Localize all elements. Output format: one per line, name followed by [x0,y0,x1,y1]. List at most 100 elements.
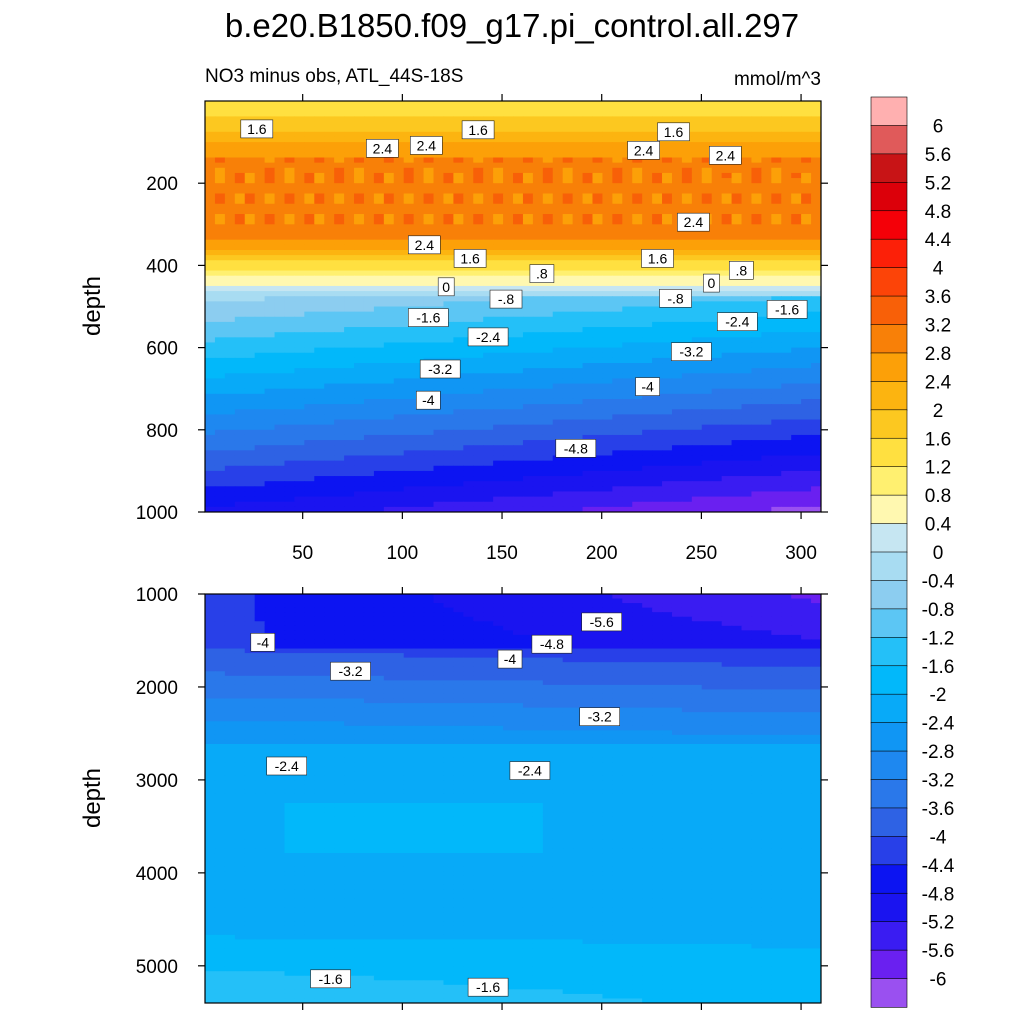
field-cell [433,476,445,482]
field-cell [254,101,266,107]
field-cell [294,337,305,344]
field-cell [473,316,484,323]
field-cell [721,296,733,302]
field-cell [453,378,464,385]
field-cell [443,224,454,231]
field-cell [562,260,574,266]
field-cell [214,419,226,426]
field-cell [284,414,296,421]
field-cell [264,244,276,251]
field-cell [532,255,544,261]
field-cell [592,280,604,287]
field-cell [393,142,405,148]
field-cell [304,280,315,287]
field-cell [254,142,266,148]
field-cell [721,116,733,123]
field-cell [214,470,226,477]
field-cell [761,260,772,266]
field-cell [254,378,266,385]
field-cell [294,491,305,498]
field-cell [383,234,395,241]
field-cell [473,285,484,292]
field-cell [721,172,733,179]
field-cell [284,198,296,205]
field-cell [662,219,673,225]
field-cell [264,214,276,220]
field-cell [741,157,753,164]
field-cell [473,142,484,148]
field-cell [592,378,604,385]
field-cell [224,491,236,498]
field-cell [602,188,613,195]
field-cell [632,357,643,364]
field-cell [304,188,315,195]
field-cell [801,486,812,493]
field-cell [324,116,335,123]
field-cell [652,357,663,364]
field-cell [453,172,464,179]
field-cell [503,219,514,225]
field-cell [463,208,474,215]
field-cell [602,239,613,246]
field-cell [383,378,395,385]
field-cell [781,393,792,400]
field-cell [324,363,335,369]
field-cell [552,501,564,508]
field-cell [314,178,325,184]
field-cell [731,291,743,297]
field-cell [244,167,256,174]
field-cell [205,229,216,236]
field-cell [791,136,802,143]
field-cell [513,424,524,431]
field-cell [801,203,812,210]
field-cell [294,188,305,195]
field-cell [413,270,425,277]
field-cell [234,280,246,287]
field-cell [274,321,286,328]
field-cell [622,301,633,308]
field-cell [344,404,355,410]
field-cell [254,111,266,118]
field-cell [542,342,554,349]
field-cell [264,203,276,210]
field-cell [532,162,544,169]
field-cell [205,296,216,302]
field-cell [354,183,365,189]
field-cell [622,183,633,189]
field-cell [334,486,345,493]
field-cell [642,285,653,292]
field-cell [652,234,663,241]
field-cell [393,388,405,395]
field-cell [552,368,564,374]
field-cell [642,460,653,467]
field-cell [294,434,305,441]
field-cell [493,321,504,328]
field-cell [671,321,683,328]
field-cell [244,275,256,282]
field-cell [811,152,821,159]
field-cell [214,178,226,184]
field-cell [711,373,723,380]
field-cell [622,198,633,205]
field-cell [254,106,266,112]
field-cell [493,496,504,503]
field-cell [314,131,325,138]
field-cell [284,229,296,236]
field-cell [721,347,733,354]
field-cell [781,172,792,179]
field-cell [721,476,733,482]
field-cell [662,424,673,431]
field-cell [612,167,623,174]
field-cell [671,424,683,431]
field-cell [294,327,305,333]
field-cell [413,450,425,457]
field-cell [513,357,524,364]
field-cell [572,398,584,405]
field-cell [413,332,425,338]
field-cell [582,255,594,261]
field-cell [214,131,226,138]
field-cell [205,383,216,390]
field-cell [721,285,733,292]
field-cell [463,414,474,421]
field-cell [234,491,246,498]
